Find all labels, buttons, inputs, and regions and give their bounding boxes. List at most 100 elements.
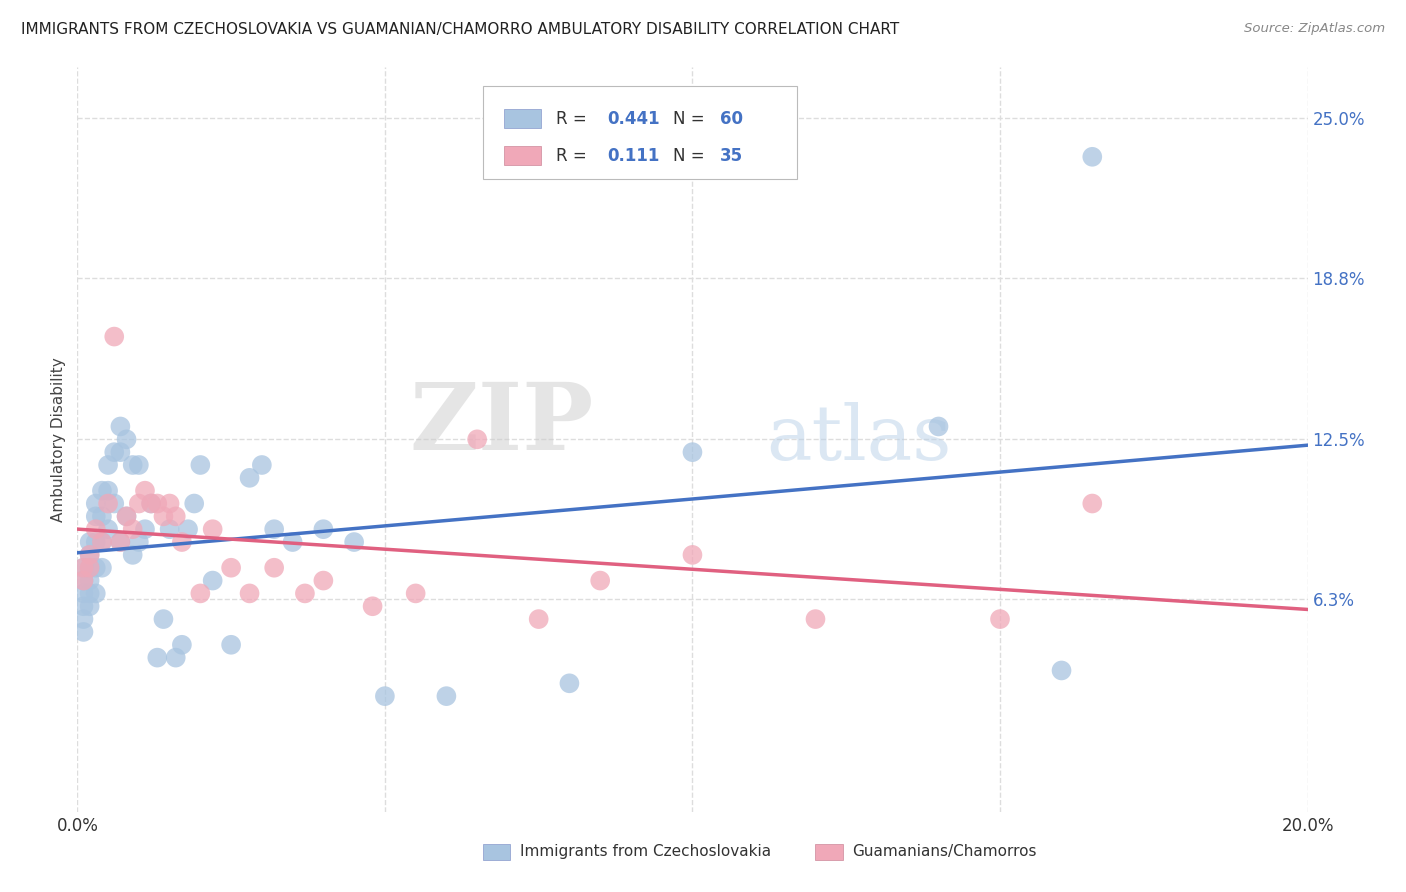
Point (146, 496, 169, 510)
Point (72, 586, 94, 600)
Point (281, 535, 304, 549)
Point (84, 496, 107, 510)
Point (128, 458, 150, 472)
Point (90, 535, 114, 549)
Point (84, 535, 107, 549)
Point (294, 586, 316, 600)
Point (250, 458, 273, 472)
Point (152, 612, 174, 626)
Point (72, 624, 94, 639)
Point (84, 586, 107, 600)
Point (84, 509, 107, 524)
Point (72, 574, 94, 588)
Text: Immigrants from Czechoslovakia: Immigrants from Czechoslovakia (520, 844, 772, 859)
Point (361, 599, 384, 614)
Point (177, 522, 200, 536)
Point (436, 689, 458, 703)
Point (79, 560, 101, 574)
Point (804, 612, 827, 626)
Point (84, 522, 107, 536)
Text: 60: 60 (720, 111, 742, 128)
Point (141, 496, 163, 510)
Y-axis label: Ambulatory Disability: Ambulatory Disability (51, 357, 66, 522)
Point (97, 458, 120, 472)
Point (343, 535, 366, 549)
Text: 0.441: 0.441 (607, 111, 661, 128)
Point (558, 676, 581, 690)
Point (72, 574, 94, 588)
Point (110, 535, 132, 549)
Point (90, 509, 114, 524)
Point (988, 612, 1011, 626)
Point (110, 445, 132, 459)
Point (90, 560, 114, 574)
Point (312, 522, 335, 536)
Point (374, 689, 396, 703)
Point (263, 560, 285, 574)
Point (239, 471, 262, 485)
Point (1081, 150, 1104, 164)
Point (263, 522, 285, 536)
Point (128, 496, 150, 510)
Point (115, 433, 138, 447)
Point (121, 548, 143, 562)
Point (79, 560, 101, 574)
Point (682, 445, 704, 459)
Point (188, 458, 212, 472)
Text: IMMIGRANTS FROM CZECHOSLOVAKIA VS GUAMANIAN/CHAMORRO AMBULATORY DISABILITY CORRE: IMMIGRANTS FROM CZECHOSLOVAKIA VS GUAMAN… (21, 22, 900, 37)
Point (115, 509, 138, 524)
FancyBboxPatch shape (484, 844, 510, 860)
Point (103, 329, 125, 343)
Point (188, 586, 212, 600)
Text: N =: N = (673, 147, 710, 165)
Point (110, 419, 132, 434)
Text: 0.111: 0.111 (607, 147, 659, 165)
Point (405, 586, 427, 600)
Point (103, 445, 125, 459)
FancyBboxPatch shape (815, 844, 842, 860)
Point (527, 612, 550, 626)
Point (79, 535, 101, 549)
Point (152, 509, 174, 524)
Point (146, 650, 169, 665)
Text: 35: 35 (720, 147, 742, 165)
Point (72, 599, 94, 614)
Text: R =: R = (555, 111, 592, 128)
Point (128, 535, 150, 549)
Point (72, 612, 94, 626)
Point (589, 574, 612, 588)
Point (239, 586, 262, 600)
FancyBboxPatch shape (484, 86, 797, 178)
Point (121, 522, 143, 536)
Point (219, 560, 242, 574)
FancyBboxPatch shape (505, 109, 541, 128)
Text: Guamanians/Chamorros: Guamanians/Chamorros (852, 844, 1036, 859)
Point (79, 586, 101, 600)
Point (90, 483, 114, 498)
Point (682, 548, 704, 562)
Text: R =: R = (555, 147, 598, 165)
Point (90, 535, 114, 549)
Point (1081, 496, 1104, 510)
Point (312, 574, 335, 588)
Point (84, 560, 107, 574)
Point (201, 574, 224, 588)
Point (170, 638, 193, 652)
Point (72, 560, 94, 574)
Point (141, 496, 163, 510)
Point (97, 483, 120, 498)
Point (79, 599, 101, 614)
Point (159, 496, 181, 510)
Point (928, 419, 950, 434)
Point (170, 535, 193, 549)
Point (219, 638, 242, 652)
Point (165, 650, 187, 665)
Point (103, 496, 125, 510)
Point (465, 433, 488, 447)
Point (72, 560, 94, 574)
Point (110, 535, 132, 549)
Point (97, 522, 120, 536)
Text: ZIP: ZIP (409, 379, 595, 469)
Point (115, 509, 138, 524)
Text: atlas: atlas (766, 402, 952, 476)
